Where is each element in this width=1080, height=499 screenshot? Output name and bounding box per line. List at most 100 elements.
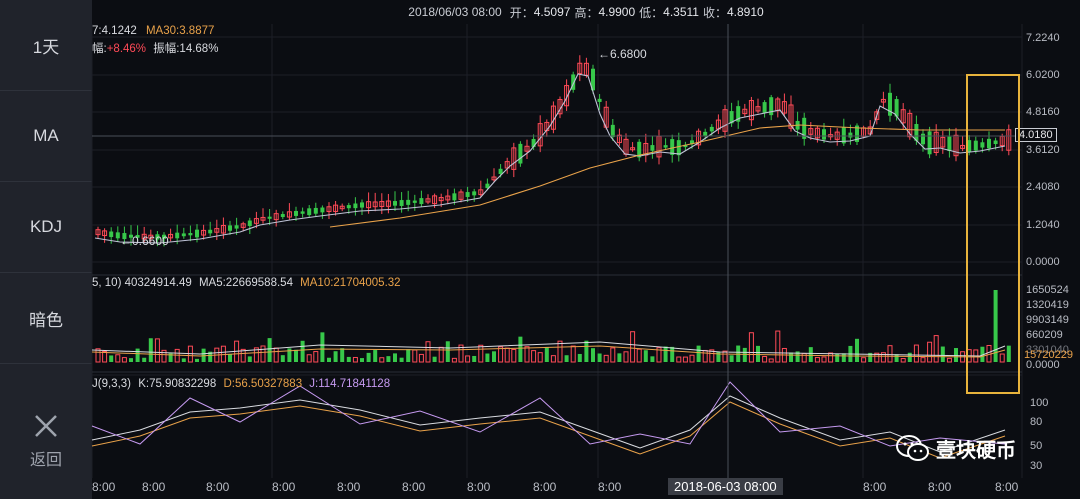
candle-body <box>504 161 510 169</box>
candle-body <box>742 108 748 115</box>
candle-body <box>722 109 728 132</box>
volume-bar <box>524 346 530 363</box>
candle-body <box>663 145 668 148</box>
volume-bar <box>814 356 820 363</box>
volume-bar <box>181 358 186 362</box>
candle-body <box>472 191 477 196</box>
candle-body <box>822 129 826 140</box>
volume-bar <box>709 349 715 363</box>
kdj-indicator-button[interactable]: KDJ <box>0 182 92 273</box>
change-value: +8.46% <box>106 43 147 55</box>
candle-body <box>135 235 140 238</box>
candle-body <box>591 68 595 91</box>
volume-bar <box>142 357 147 362</box>
candle-body <box>188 233 193 236</box>
volume-bar <box>418 353 424 363</box>
volume-bar <box>636 348 642 363</box>
kdj-d-line <box>91 401 1006 459</box>
volume-bar <box>999 353 1005 363</box>
candle-body <box>610 124 615 138</box>
volume-bar <box>518 336 523 362</box>
price-axis-label: 4.8160 <box>1026 106 1060 118</box>
candle-body <box>729 111 734 124</box>
sidebar: 1天 MA KDJ 暗色 返回 <box>0 0 92 499</box>
volume-bar <box>253 347 259 363</box>
candle-body <box>234 225 239 229</box>
volume-bar <box>154 338 160 363</box>
volume-axis-label: 0.0000 <box>1026 359 1060 371</box>
candle-body <box>914 123 919 141</box>
candle-body <box>445 195 451 201</box>
volume-bar <box>874 352 880 363</box>
candle-body <box>399 200 404 206</box>
x-axis-label: 8:00 <box>863 480 887 494</box>
volume-bar <box>880 352 886 363</box>
price-axis-label: 3.6120 <box>1026 144 1060 156</box>
candle-body <box>313 207 318 214</box>
volume-bar <box>821 356 827 363</box>
volume-bar <box>927 341 933 363</box>
volume-axis-label: 1320419 <box>1026 299 1069 311</box>
volume-bar <box>168 353 173 362</box>
volume-bar <box>835 353 840 362</box>
volume-bar <box>161 349 167 363</box>
volume-bar <box>451 357 457 363</box>
vol-ma10-line <box>91 345 1006 358</box>
current-volume-tag: 15720229 <box>1024 349 1073 361</box>
back-button[interactable]: 返回 <box>0 396 92 486</box>
x-axis-label: 8:00 <box>402 480 426 494</box>
candle-body <box>379 201 385 208</box>
candle-body <box>406 199 411 205</box>
candle-body <box>360 202 364 208</box>
volume-bar <box>492 351 496 362</box>
x-axis-label: 8:00 <box>598 480 622 494</box>
x-axis-label: 8:00 <box>928 480 952 494</box>
open-label: 开： <box>509 5 534 20</box>
low-value: 4.3511 <box>663 5 699 19</box>
volume-bar <box>689 354 695 363</box>
ma-indicator-button[interactable]: MA <box>0 91 92 182</box>
candle-body <box>880 98 886 103</box>
volume-bar <box>273 347 279 363</box>
low-label: 低： <box>639 5 664 20</box>
ma-label: MA <box>33 126 59 145</box>
candle-body <box>425 198 431 203</box>
kdj-axis-label: 30 <box>1030 460 1043 472</box>
candle-body <box>973 140 978 151</box>
close-value: 4.8910 <box>727 5 764 19</box>
price-axis-label: 1.2040 <box>1026 219 1060 231</box>
candle-body <box>498 168 503 175</box>
candle-body <box>571 74 576 90</box>
candle-body <box>597 98 602 102</box>
high-price-annotation: ←6.6800 <box>598 47 647 61</box>
volume-bar <box>868 352 873 362</box>
candle-body <box>921 133 925 145</box>
volume-bar <box>630 331 636 363</box>
candle-body <box>260 216 266 221</box>
open-value: 4.5097 <box>533 5 571 19</box>
volume-bar <box>795 351 800 362</box>
candle-body <box>240 223 246 228</box>
volume-bar <box>306 354 312 363</box>
volume-bar <box>557 340 563 363</box>
volume-info: 5, 10) 40324914.49 MA5:22669588.54 MA10:… <box>92 277 401 289</box>
volume-bar <box>564 355 569 362</box>
candle-body <box>102 230 108 237</box>
wechat-icon <box>896 434 929 461</box>
candle-body <box>115 232 120 239</box>
period-1day-button[interactable]: 1天 <box>0 0 92 91</box>
dark-theme-button[interactable]: 暗色 <box>0 273 92 364</box>
candle-body <box>848 132 853 138</box>
volume-axis-label: 9903149 <box>1026 314 1069 326</box>
volume-bar <box>472 355 477 362</box>
volume-bar <box>287 348 292 362</box>
candle-body <box>253 218 259 224</box>
candle-body <box>683 144 688 148</box>
candle-body <box>524 145 530 152</box>
volume-bar <box>603 354 609 363</box>
kdj-j-value: J:114.71841128 <box>309 378 391 390</box>
candle-body <box>162 234 166 239</box>
candle-body <box>201 229 207 236</box>
volume-bar <box>913 344 919 363</box>
